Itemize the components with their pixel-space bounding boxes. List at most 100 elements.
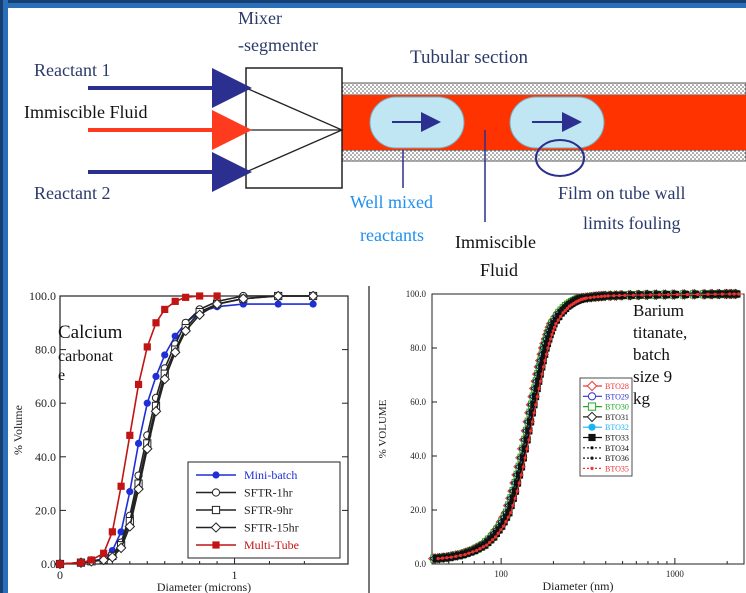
legend-label: BTO34 [605,444,629,453]
data-point [515,489,519,493]
mixer-label: Mixer [238,8,282,28]
x-tick-label: 0 [57,568,63,582]
reactant-1-label: Reactant 1 [34,60,111,80]
data-point [623,293,627,297]
legend-label: BTO30 [605,403,629,412]
data-point [523,456,527,460]
legend-swatch-marker [588,433,596,442]
legend-swatch-marker [211,505,221,515]
data-point [541,365,546,369]
data-point [213,292,221,300]
data-point [540,372,544,376]
data-point [556,318,560,322]
data-point [134,380,143,389]
data-point [550,332,554,337]
data-point [551,329,555,333]
legend-label: BTO32 [605,423,629,432]
data-point [180,325,191,337]
x-tick-label: 1000 [666,569,685,579]
legend-label: BTO35 [605,464,629,473]
data-point [720,292,724,296]
data-point [467,551,471,555]
data-point [617,293,621,298]
data-point [532,411,536,415]
data-point [161,305,169,313]
legend-label: SFTR-15hr [244,521,299,535]
series-bto35 [436,292,744,561]
immiscible-fluid-label: Immiscible Fluid [24,102,148,122]
legend-swatch-marker [211,488,221,497]
data-point [612,294,616,298]
data-point [117,482,125,490]
data-point [509,511,513,515]
data-point [309,300,317,308]
data-point [493,535,498,539]
data-point [501,524,506,528]
data-point [307,290,319,302]
data-point [272,290,284,302]
data-point [530,420,534,424]
y-axis-label: % VOLUME [377,399,389,458]
data-point [182,293,190,301]
window-frame-left-edge [0,0,3,593]
data-point [445,556,449,560]
y-tick-label: 20.0 [410,505,426,515]
y-tick-label: 80.0 [35,343,56,357]
y-tick-label: 40.0 [35,450,56,464]
y-tick-label: 100.0 [29,289,56,303]
well-mixed-label: Well mixed [350,192,434,212]
x-axis-label: Diameter (nm) [543,579,614,593]
data-point [519,473,523,477]
data-point [475,548,479,553]
data-point [152,319,160,327]
legend-swatch-marker [590,466,594,470]
data-point [506,515,510,519]
data-point [592,295,596,299]
data-point [517,481,521,485]
data-point [606,294,610,298]
data-point [599,294,604,299]
data-point [87,556,96,564]
x-tick-label: 1 [232,568,238,582]
data-point [631,293,636,297]
data-point [538,379,543,383]
legend-swatch-marker [590,456,594,460]
data-point [77,559,85,567]
y-tick-label: 20.0 [35,503,56,517]
data-point [169,346,181,358]
data-point [485,543,489,547]
y-tick-label: 0.0 [415,559,427,569]
data-point [440,556,445,560]
data-point [117,528,125,536]
data-point [143,343,151,351]
legend-swatch-marker [586,411,598,423]
legend-swatch-marker [587,402,597,411]
data-point [161,351,169,359]
data-point [454,554,458,558]
legend-swatch-marker [590,446,594,450]
fouling-label: limits fouling [583,213,681,233]
window-frame-top [0,0,746,8]
data-point [546,346,550,350]
chart-legend: Mini-batch SFTR-1hr SFTR-9hr SFTR-15hr Multi… [187,461,341,559]
data-point [133,483,144,495]
data-point [554,322,558,326]
data-point [648,293,652,297]
data-point [603,294,607,298]
legend-swatch-marker [588,423,596,431]
data-point [513,496,517,500]
data-point [481,545,485,549]
data-point [98,554,109,566]
legend-swatch-marker [212,471,220,479]
chart-annotation: Calcium carbonat e [58,322,123,384]
reactant-2-label: Reactant 2 [34,183,111,203]
data-point [159,373,171,385]
legend-label: Mini-batch [244,468,297,482]
data-point [584,296,589,300]
data-point [685,292,690,297]
data-point [504,520,508,524]
legend-label: BTO33 [605,434,629,443]
film-label: Film on tube wall [558,183,686,203]
data-point [237,293,249,304]
